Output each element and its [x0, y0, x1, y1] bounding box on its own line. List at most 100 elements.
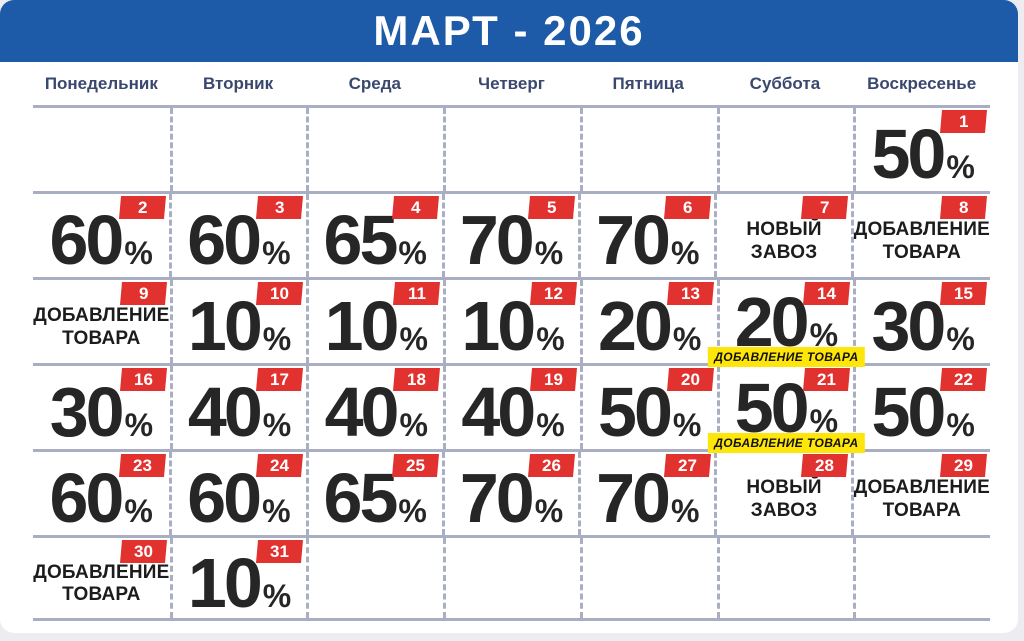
percent-sign: %: [672, 407, 702, 444]
day-number-badge: 20: [666, 368, 714, 391]
day-cell-28: 28 НОВЫЙ ЗАВОЗ: [714, 452, 850, 535]
discount-number: 60: [49, 201, 124, 280]
day-number-badge: 19: [529, 368, 577, 391]
day-number-badge: 21: [803, 368, 851, 391]
calendar-row-5: 23 60% 24 60% 25 65% 26 70% 27 70% 28 НОВЫЙ ЗАВОЗ 29 Д…: [33, 449, 990, 535]
percent-sign: %: [534, 235, 564, 272]
calendar-row-1: 1 50%: [33, 105, 990, 191]
empty-cell: [579, 108, 717, 191]
empty-cell: [306, 538, 443, 618]
weekday-tuesday: Вторник: [202, 73, 274, 93]
day-number-badge: 30: [119, 540, 167, 563]
day-cell-1: 1 50%: [853, 108, 990, 191]
discount-number: 20: [734, 283, 810, 362]
discount-number: 50: [598, 373, 673, 452]
discount-number: 30: [49, 373, 125, 452]
discount-number: 40: [461, 373, 536, 452]
day-number: 24: [269, 456, 289, 475]
day-cell-3: 3 60%: [169, 194, 305, 277]
discount-value: 10%: [187, 543, 291, 622]
day-number-badge: 15: [939, 282, 987, 305]
discount-value: 60%: [187, 459, 290, 538]
day-cell-16: 16 30%: [33, 366, 170, 449]
discount-number: 50: [871, 115, 946, 194]
day-number: 9: [138, 284, 148, 303]
highlight-tag: ДОБАВЛЕНИЕ ТОВАРА: [708, 347, 865, 367]
percent-sign: %: [124, 493, 153, 530]
day-cell-15: 15 30%: [853, 280, 990, 363]
page-title: МАРТ - 2026: [373, 7, 645, 54]
day-cell-5: 5 70%: [441, 194, 578, 280]
day-number-badge: 5: [528, 196, 576, 219]
day-number-badge: 24: [255, 454, 303, 477]
event-label: ДОБАВЛЕНИЕ ТОВАРА: [853, 477, 990, 521]
calendar-row-4: 16 30% 17 40% 18 40% 19 40% 20 50% 21 50% ДОБАВЛЕНИЕ…: [33, 363, 990, 453]
day-number: 23: [133, 456, 153, 475]
day-number-badge: 10: [256, 282, 304, 305]
discount-value: 50%: [598, 373, 702, 452]
percent-sign: %: [670, 235, 700, 272]
weekday-sunday: Воскресенье: [867, 73, 977, 93]
day-number: 17: [270, 370, 290, 389]
percent-sign: %: [262, 235, 291, 272]
discount-number: 10: [187, 543, 263, 622]
calendar-row-3: 9 ДОБАВЛЕНИЕ ТОВАРА 10 10% 11 10% 12 10% 13 20% 14 2…: [33, 277, 990, 367]
day-number: 21: [817, 370, 837, 389]
percent-sign: %: [262, 321, 292, 358]
percent-sign: %: [946, 407, 975, 444]
day-number-badge: 27: [664, 454, 712, 477]
day-cell-6: 6 70%: [578, 194, 714, 277]
day-cell-27: 27 70%: [578, 452, 714, 535]
discount-value: 65%: [323, 201, 427, 280]
weekday-monday: Понедельник: [44, 73, 158, 93]
discount-number: 70: [459, 459, 535, 538]
event-label: НОВЫЙ ЗАВОЗ: [746, 477, 822, 521]
empty-cell: [443, 108, 580, 191]
day-number-badge: 1: [939, 110, 987, 133]
day-number: 5: [546, 198, 557, 217]
day-cell-14: 14 20% ДОБАВЛЕНИЕ ТОВАРА: [708, 280, 865, 367]
day-number-badge: 26: [528, 454, 576, 477]
day-number: 11: [407, 284, 426, 303]
day-number: 3: [274, 198, 284, 217]
day-number-badge: 25: [391, 454, 439, 477]
percent-sign: %: [534, 493, 564, 530]
discount-value: 70%: [596, 459, 700, 538]
day-cell-22: 22 50%: [853, 366, 990, 449]
discount-number: 40: [324, 373, 400, 452]
discount-value: 50%: [735, 373, 838, 442]
day-number: 6: [683, 198, 693, 217]
day-cell-24: 24 60%: [169, 452, 305, 535]
empty-cell: [306, 108, 443, 191]
discount-value: 20%: [598, 291, 701, 360]
day-cell-13: 13 20%: [579, 280, 717, 363]
discount-number: 65: [323, 201, 399, 280]
discount-number: 60: [187, 459, 262, 538]
day-number-badge: 4: [391, 196, 439, 219]
percent-sign: %: [536, 407, 565, 444]
day-cell-20: 20 50%: [579, 366, 717, 452]
discount-value: 65%: [324, 463, 427, 532]
percent-sign: %: [670, 493, 700, 530]
day-number: 22: [954, 370, 973, 389]
day-cell-2: 2 60%: [33, 194, 169, 277]
discount-value: 60%: [49, 463, 153, 532]
weekday-wednesday: Среда: [348, 73, 401, 93]
percent-sign: %: [946, 149, 975, 186]
day-number-badge: 12: [529, 282, 577, 305]
day-number-badge: 11: [393, 282, 441, 305]
discount-number: 10: [461, 287, 536, 366]
empty-cell: [443, 538, 580, 618]
day-number: 1: [958, 112, 969, 131]
discount-number: 40: [187, 373, 263, 452]
day-number: 12: [543, 284, 563, 303]
day-cell-11: 11 10%: [306, 280, 443, 363]
day-cell-19: 19 40%: [443, 366, 580, 449]
discount-number: 70: [596, 459, 671, 538]
discount-number: 70: [459, 201, 535, 280]
day-number: 8: [958, 198, 969, 217]
day-number: 25: [405, 456, 425, 475]
day-cell-9: 9 ДОБАВЛЕНИЕ ТОВАРА: [33, 280, 170, 363]
day-number: 19: [543, 370, 563, 389]
